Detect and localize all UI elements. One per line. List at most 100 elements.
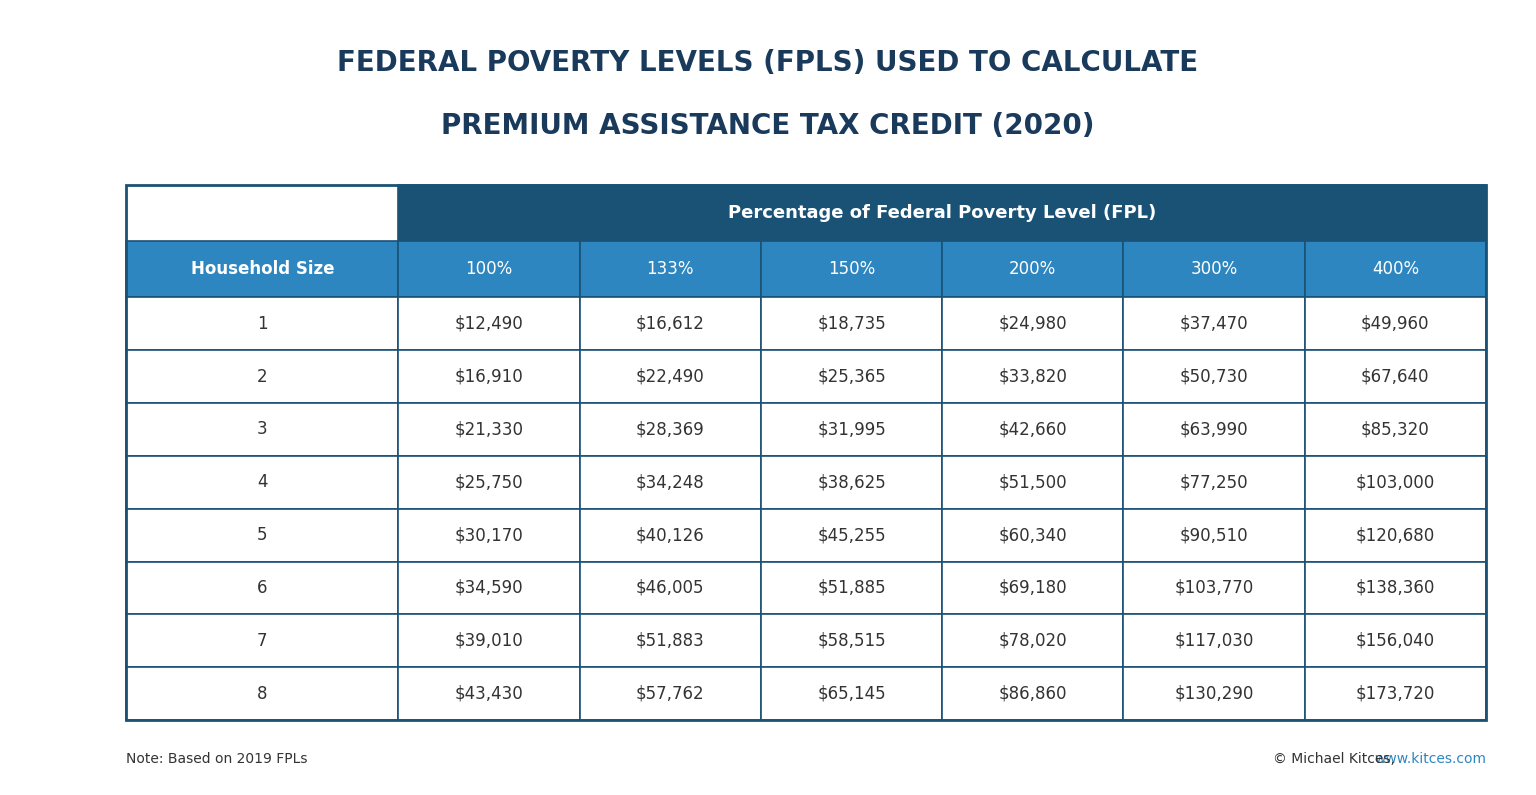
Text: $117,030: $117,030 bbox=[1175, 632, 1253, 650]
Bar bbox=[760, 456, 942, 509]
Bar bbox=[1123, 615, 1304, 667]
Bar bbox=[1304, 241, 1485, 297]
Text: $173,720: $173,720 bbox=[1356, 684, 1435, 703]
Bar bbox=[398, 351, 579, 403]
Bar bbox=[126, 509, 398, 561]
Bar bbox=[398, 403, 579, 456]
Text: $34,248: $34,248 bbox=[636, 473, 705, 491]
Text: $51,885: $51,885 bbox=[817, 579, 886, 597]
Text: $120,680: $120,680 bbox=[1356, 526, 1435, 544]
Text: $45,255: $45,255 bbox=[817, 526, 886, 544]
Bar bbox=[126, 297, 398, 351]
Text: $67,640: $67,640 bbox=[1361, 367, 1430, 386]
Text: $18,735: $18,735 bbox=[817, 315, 886, 333]
Bar bbox=[942, 241, 1123, 297]
Bar bbox=[1123, 667, 1304, 720]
Bar bbox=[942, 561, 1123, 615]
Text: 150%: 150% bbox=[828, 260, 876, 278]
Text: $25,365: $25,365 bbox=[817, 367, 886, 386]
Text: $39,010: $39,010 bbox=[455, 632, 524, 650]
Text: 6: 6 bbox=[257, 579, 267, 597]
Bar bbox=[579, 615, 760, 667]
Bar bbox=[126, 615, 398, 667]
Bar bbox=[1304, 509, 1485, 561]
Text: 400%: 400% bbox=[1372, 260, 1419, 278]
Bar bbox=[760, 509, 942, 561]
Bar bbox=[398, 561, 579, 615]
Bar bbox=[1123, 509, 1304, 561]
Bar bbox=[579, 297, 760, 351]
Bar bbox=[942, 403, 1123, 456]
Text: $130,290: $130,290 bbox=[1175, 684, 1253, 703]
Bar bbox=[126, 185, 1485, 720]
Text: © Michael Kitces,: © Michael Kitces, bbox=[1273, 752, 1399, 766]
Text: $60,340: $60,340 bbox=[998, 526, 1068, 544]
Bar bbox=[760, 615, 942, 667]
Bar bbox=[1123, 351, 1304, 403]
Text: $42,660: $42,660 bbox=[998, 421, 1068, 439]
Bar bbox=[579, 403, 760, 456]
Text: $77,250: $77,250 bbox=[1180, 473, 1249, 491]
Bar bbox=[398, 456, 579, 509]
Bar bbox=[1304, 615, 1485, 667]
Text: 200%: 200% bbox=[1009, 260, 1057, 278]
Text: $40,126: $40,126 bbox=[636, 526, 705, 544]
Text: $78,020: $78,020 bbox=[998, 632, 1068, 650]
Bar bbox=[126, 241, 398, 297]
Text: $38,625: $38,625 bbox=[817, 473, 886, 491]
Text: $43,430: $43,430 bbox=[455, 684, 524, 703]
Bar bbox=[579, 241, 760, 297]
Bar bbox=[942, 615, 1123, 667]
Text: $50,730: $50,730 bbox=[1180, 367, 1249, 386]
Bar bbox=[760, 241, 942, 297]
Bar bbox=[579, 456, 760, 509]
Text: 7: 7 bbox=[257, 632, 267, 650]
Bar bbox=[1123, 456, 1304, 509]
Text: PREMIUM ASSISTANCE TAX CREDIT (2020): PREMIUM ASSISTANCE TAX CREDIT (2020) bbox=[441, 112, 1095, 140]
Bar bbox=[760, 561, 942, 615]
Text: $21,330: $21,330 bbox=[455, 421, 524, 439]
Text: $49,960: $49,960 bbox=[1361, 315, 1430, 333]
Text: $58,515: $58,515 bbox=[817, 632, 886, 650]
Text: $28,369: $28,369 bbox=[636, 421, 705, 439]
Text: $156,040: $156,040 bbox=[1356, 632, 1435, 650]
Bar bbox=[398, 297, 579, 351]
Bar bbox=[126, 403, 398, 456]
Text: $46,005: $46,005 bbox=[636, 579, 705, 597]
Text: 1: 1 bbox=[257, 315, 267, 333]
Bar bbox=[398, 667, 579, 720]
Bar bbox=[579, 509, 760, 561]
Text: 3: 3 bbox=[257, 421, 267, 439]
Text: $65,145: $65,145 bbox=[817, 684, 886, 703]
Bar bbox=[579, 561, 760, 615]
Bar bbox=[1304, 403, 1485, 456]
Bar bbox=[760, 667, 942, 720]
Bar bbox=[1304, 667, 1485, 720]
Text: $85,320: $85,320 bbox=[1361, 421, 1430, 439]
Bar bbox=[1123, 403, 1304, 456]
Bar bbox=[942, 509, 1123, 561]
Bar bbox=[760, 297, 942, 351]
Bar bbox=[1304, 561, 1485, 615]
Text: $33,820: $33,820 bbox=[998, 367, 1068, 386]
Bar bbox=[1304, 297, 1485, 351]
Bar bbox=[942, 667, 1123, 720]
Text: $51,883: $51,883 bbox=[636, 632, 705, 650]
Text: FEDERAL POVERTY LEVELS (FPLS) USED TO CALCULATE: FEDERAL POVERTY LEVELS (FPLS) USED TO CA… bbox=[338, 49, 1198, 77]
Text: 2: 2 bbox=[257, 367, 267, 386]
Text: 8: 8 bbox=[257, 684, 267, 703]
Bar bbox=[1304, 351, 1485, 403]
Bar bbox=[1123, 297, 1304, 351]
Bar bbox=[942, 297, 1123, 351]
Text: $25,750: $25,750 bbox=[455, 473, 524, 491]
Bar bbox=[126, 351, 398, 403]
Bar bbox=[942, 351, 1123, 403]
Bar bbox=[398, 615, 579, 667]
Text: Household Size: Household Size bbox=[190, 260, 335, 278]
Bar bbox=[126, 561, 398, 615]
Text: $30,170: $30,170 bbox=[455, 526, 524, 544]
Text: $37,470: $37,470 bbox=[1180, 315, 1249, 333]
Text: $86,860: $86,860 bbox=[998, 684, 1068, 703]
Bar bbox=[579, 667, 760, 720]
Text: $24,980: $24,980 bbox=[998, 315, 1068, 333]
